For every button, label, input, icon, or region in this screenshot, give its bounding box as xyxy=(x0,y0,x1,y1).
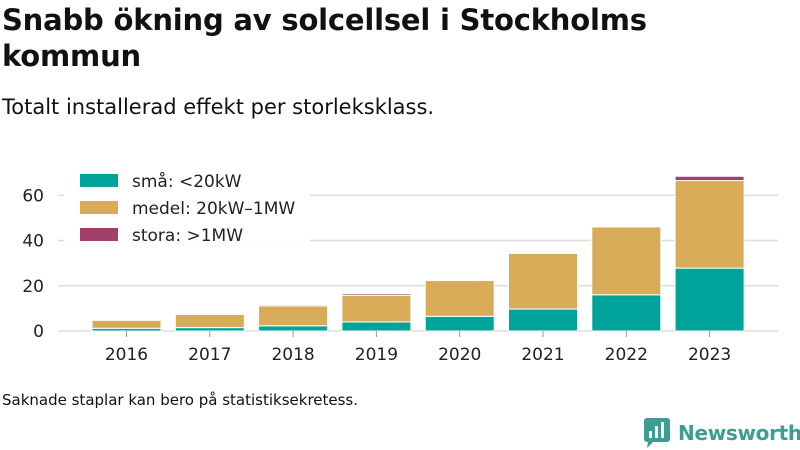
y-tick-label: 60 xyxy=(22,186,44,206)
x-tick-label: 2023 xyxy=(688,345,731,365)
bar-segment xyxy=(424,280,495,317)
bar-segment xyxy=(341,294,412,323)
bar-segment xyxy=(591,226,662,296)
bar-segment xyxy=(591,294,662,332)
chart-title: Snabb ökning av solcellsel i Stockholms … xyxy=(2,3,647,73)
bar-segment xyxy=(341,321,412,332)
legend-label: stora: >1MW xyxy=(132,226,243,246)
newsworthy-logo: Newsworthy xyxy=(644,418,800,448)
bar-segment xyxy=(674,267,745,332)
x-tick-label: 2021 xyxy=(521,345,564,365)
y-tick-label: 0 xyxy=(33,322,44,342)
bar-segment xyxy=(258,325,329,332)
bar-segment xyxy=(674,175,745,182)
legend-swatch xyxy=(80,201,118,214)
y-tick-label: 40 xyxy=(22,232,44,252)
x-tick-label: 2022 xyxy=(605,345,648,365)
stacked-bar-chart: 0 20 40 60 2016 2017 2018 2019 2020 2021 2022 2023 s… xyxy=(22,171,778,365)
bar-segment xyxy=(258,305,329,327)
y-tick-label: 20 xyxy=(22,277,44,297)
bar-segment xyxy=(341,293,412,296)
bar-segment xyxy=(508,308,578,332)
bar-segment xyxy=(258,304,329,307)
bar-chart-bubble-icon xyxy=(644,418,670,448)
bar-segment xyxy=(91,319,162,329)
bar-segment xyxy=(424,315,495,332)
bar-segment xyxy=(508,252,578,310)
chart-subtitle: Totalt installerad effekt per storlekskl… xyxy=(2,95,435,119)
legend-label: små: <20kW xyxy=(132,171,242,192)
x-tick-label: 2016 xyxy=(105,345,148,365)
x-tick-label: 2019 xyxy=(355,345,398,365)
bar-segment xyxy=(174,327,245,332)
x-tick-label: 2017 xyxy=(188,345,231,365)
legend-label: medel: 20kW–1MW xyxy=(132,199,295,219)
bar-segment xyxy=(174,313,245,329)
legend-swatch xyxy=(80,174,118,187)
x-tick-label: 2020 xyxy=(438,345,481,365)
footnote: Saknade staplar kan bero på statistiksek… xyxy=(2,391,359,409)
x-tick-label: 2018 xyxy=(271,345,314,365)
brand-name: Newsworthy xyxy=(678,421,800,445)
bar-segment xyxy=(674,180,745,269)
legend-swatch xyxy=(80,228,118,241)
